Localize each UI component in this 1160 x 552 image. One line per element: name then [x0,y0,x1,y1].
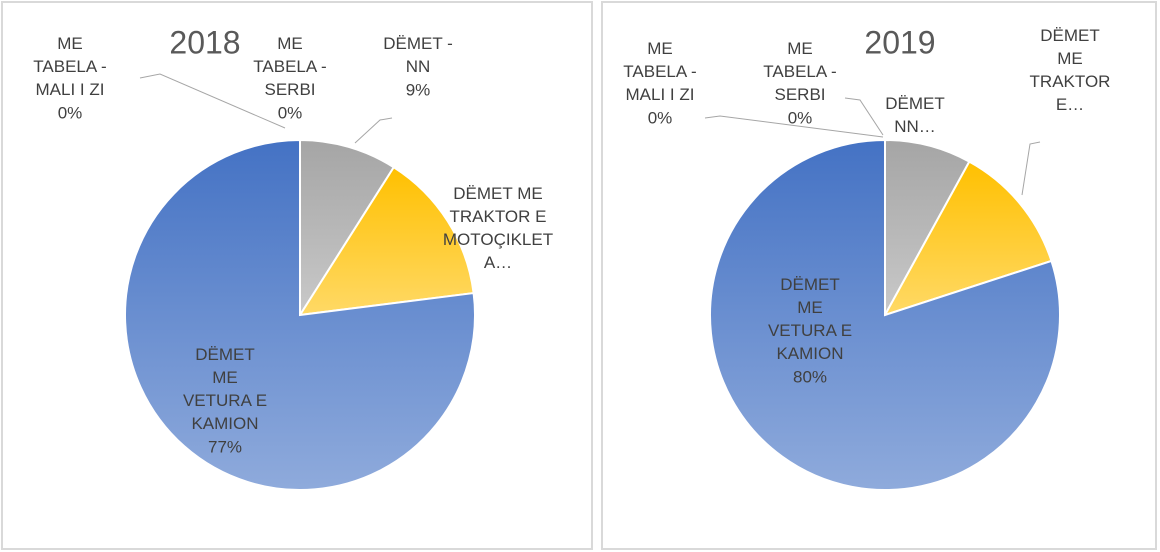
value-label: 0% [788,108,813,127]
label-line: TRAKTOR E [450,207,547,226]
pie-slice [299,138,396,319]
data-label: DËMET ME TRAKTOR E MOTOÇIKLET A… [443,184,553,272]
label-line: KAMION [776,344,843,363]
label-line: VETURA E [768,321,852,340]
value-label: 0% [58,103,83,122]
data-label: DËMET ME TRAKTOR E… [1030,26,1111,114]
label-line: ME [212,368,238,387]
label-line: NN… [894,117,936,136]
label-line: MALI I ZI [36,80,105,99]
data-label: ME TABELA - MALI I ZI [33,34,106,99]
pie-slice [708,138,1061,491]
label-line: VETURA E [183,391,267,410]
label-line: ME [797,298,823,317]
label-line: DËMET [885,94,945,113]
label-line: DËMET [195,345,255,364]
label-line: SERBI [774,85,825,104]
data-label: ME TABELA - SERBI [253,34,326,99]
data-label: DËMET ME VETURA E KAMION [768,275,852,363]
value-label: 77% [208,437,242,456]
label-line: MALI I ZI [626,85,695,104]
leader-line [704,115,884,138]
leader-line [354,117,393,144]
label-line: ME [1057,49,1083,68]
data-label: ME TABELA - MALI I ZI [623,39,696,104]
label-line: DËMET [1040,26,1100,45]
label-line: A… [484,253,512,272]
value-label: 9% [406,80,431,99]
chart-title: 2018 [169,24,240,60]
label-line: DËMET [780,275,840,294]
leader-line [139,73,286,129]
value-label: 0% [278,103,303,122]
label-line: ME [787,39,813,58]
value-label: 0% [648,108,673,127]
label-line: TRAKTOR [1030,72,1111,91]
label-line: E… [1056,95,1084,114]
label-line: ME [277,34,303,53]
pie-slice [124,138,476,491]
label-line: ME [647,39,673,58]
label-line: SERBI [264,80,315,99]
chart-title: 2019 [864,24,935,60]
label-line: ME [57,34,83,53]
label-line: DËMET - [383,34,453,53]
label-line: TABELA - [623,62,696,81]
value-label: 80% [793,367,827,386]
data-label: DËMET ME VETURA E KAMION [183,345,267,433]
data-label: ME TABELA - SERBI [763,39,836,104]
data-label: DËMET NN… [885,94,945,136]
label-line: KAMION [191,414,258,433]
label-line: NN [406,57,431,76]
leader-line [844,97,884,136]
label-line: TABELA - [33,57,106,76]
pie-slice [298,165,475,317]
leader-line [1021,141,1041,196]
data-label: DËMET - NN [383,34,453,76]
label-line: TABELA - [253,57,326,76]
label-line: TABELA - [763,62,836,81]
pie-slice [882,160,1053,317]
label-line: DËMET ME [453,184,542,203]
label-line: MOTOÇIKLET [443,230,553,249]
